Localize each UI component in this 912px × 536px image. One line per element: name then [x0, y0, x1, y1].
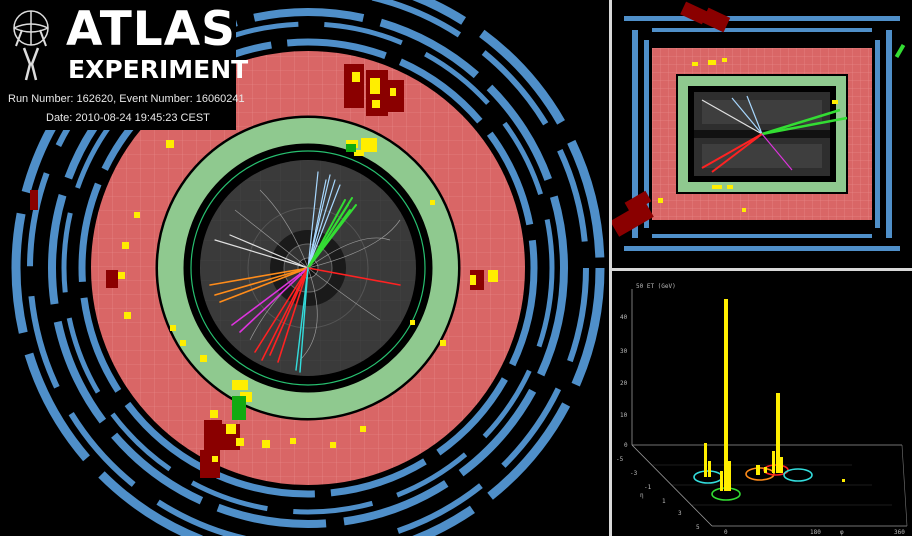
vertical-divider — [609, 0, 612, 536]
lego-eta-tick: -3 — [630, 470, 638, 477]
track-bundle-white — [214, 234, 309, 269]
xy-view-panel[interactable]: ATLAS EXPERIMENT Run Number: 162620, Eve… — [0, 0, 609, 536]
rz-deposits — [612, 1, 731, 237]
muon-ring-outer — [11, 0, 605, 536]
logo-title: ATLAS — [66, 2, 236, 57]
muon-ring-middle — [48, 8, 568, 528]
lego-phi-tick: 180 — [810, 529, 821, 536]
lego-z-tick: 10 — [620, 412, 628, 419]
lego-eta-tick: 5 — [696, 524, 700, 531]
rz-yellow-deposits — [658, 58, 838, 212]
lego-eta-tick: -5 — [616, 456, 624, 463]
lego-plot-panel[interactable]: 50 ET (GeV) 40 30 20 10 0 -5 -3 -1 1 3 5… — [612, 271, 912, 536]
track-bundle-green — [307, 197, 357, 269]
track-bundle-orange — [209, 267, 309, 303]
lego-plot: 50 ET (GeV) 40 30 20 10 0 -5 -3 -1 1 3 5… — [616, 283, 908, 536]
lego-eta-tick: -1 — [644, 484, 652, 491]
green-deposits — [232, 144, 356, 420]
energy-deposits — [30, 64, 498, 478]
lego-phi-label: φ — [840, 529, 844, 536]
lego-jet-circles — [693, 464, 813, 501]
lego-phi-tick: 360 — [894, 529, 905, 536]
detector-rz-view — [612, 1, 906, 251]
logo-backing — [0, 0, 236, 130]
horizontal-divider — [612, 268, 912, 271]
track-bundle-red — [254, 267, 401, 363]
lego-eta-tick: 1 — [662, 498, 666, 505]
track-bundle-cyan — [295, 267, 309, 373]
atlas-logo: ATLAS EXPERIMENT — [6, 6, 248, 88]
lego-z-tick: 40 — [620, 314, 628, 321]
em-calorimeter — [158, 118, 458, 418]
hadronic-calorimeter-grid — [91, 51, 525, 485]
event-date: Date: 2010-08-24 19:45:23 CEST — [46, 112, 210, 124]
lego-towers — [704, 299, 845, 491]
muon-chambers — [11, 0, 605, 536]
lego-phi-tick: 0 — [724, 529, 728, 536]
soft-tracks — [234, 189, 401, 361]
lego-z-tick: 0 — [624, 442, 628, 449]
atlas-figure-icon — [13, 10, 49, 81]
track-bundle-light-blue — [307, 171, 341, 269]
lego-z-tick: 20 — [620, 380, 628, 387]
lego-z-tick: 30 — [620, 348, 628, 355]
track-bundle-magenta — [231, 267, 309, 333]
lego-base-grid — [652, 464, 892, 506]
jet-tracks — [209, 171, 401, 373]
rz-tracks — [701, 95, 848, 173]
lego-eta-label: η — [640, 492, 644, 499]
logo-subtitle: EXPERIMENT — [68, 55, 249, 84]
muon-ring-inner — [78, 38, 538, 498]
lego-z-axis-label: 50 ET (GeV) — [636, 283, 676, 290]
lego-eta-tick: 3 — [678, 510, 682, 517]
muon-ring-middle-inner — [61, 21, 555, 515]
rz-muon-chambers — [624, 16, 900, 251]
detector-xy-view — [0, 0, 605, 536]
run-event-info: Run Number: 162620, Event Number: 160602… — [8, 93, 245, 105]
muon-ring-outer-inner — [27, 0, 589, 536]
rz-view-panel[interactable] — [612, 0, 912, 268]
